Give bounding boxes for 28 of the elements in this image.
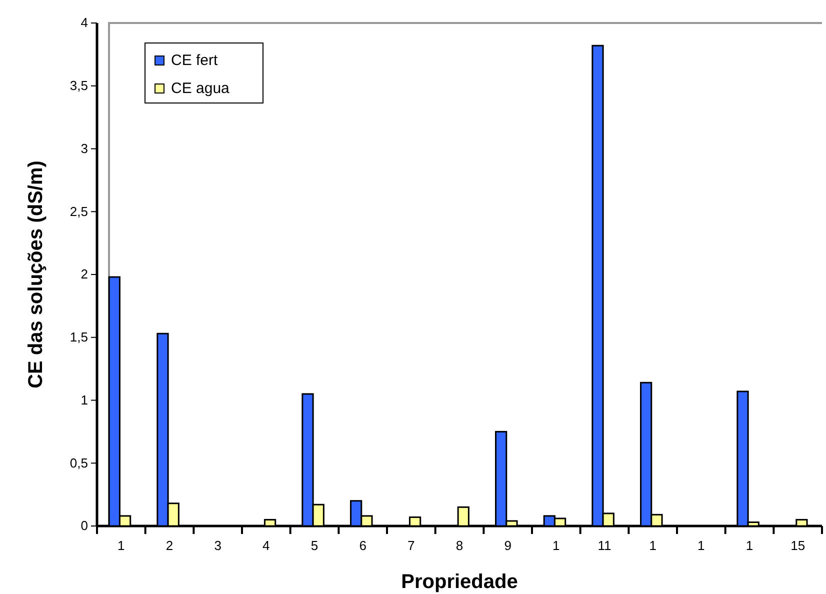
x-tick-label: 8	[456, 538, 464, 553]
x-tick-label: 5	[310, 538, 318, 553]
x-tick-label: 11	[598, 538, 612, 553]
x-tick-label: 1	[746, 538, 754, 553]
y-tick-label: 0,5	[70, 455, 88, 470]
x-tick-label: 1	[118, 538, 125, 553]
y-tick-label: 0	[80, 518, 88, 534]
x-tick-label: 1	[698, 538, 705, 553]
y-tick-label: 1	[80, 392, 88, 408]
x-tick-label: 1	[649, 538, 656, 553]
x-tick-label: 1	[552, 538, 560, 553]
x-tick-label: 15	[790, 538, 806, 553]
x-tick-label: 2	[166, 538, 174, 553]
y-tick-label: 3,5	[70, 78, 88, 94]
x-tick-label: 3	[214, 538, 222, 553]
y-tick-label: 3	[80, 140, 88, 156]
y-tick-label: 1,5	[70, 330, 88, 345]
legend-label: CE agua	[171, 80, 230, 97]
y-tick-label: 2,5	[70, 204, 88, 219]
y-tick-label: 2	[80, 266, 88, 282]
x-axis-title: Propriedade	[401, 571, 518, 593]
x-tick-label: 7	[408, 538, 415, 553]
y-tick-label: 4	[80, 15, 88, 30]
y-axis-title: CE das soluções (dS/m)	[25, 160, 47, 388]
legend-label: CE fert	[171, 52, 219, 69]
x-tick-label: 6	[359, 538, 366, 553]
x-tick-label: 9	[504, 538, 512, 553]
x-tick-label: 4	[262, 538, 270, 553]
